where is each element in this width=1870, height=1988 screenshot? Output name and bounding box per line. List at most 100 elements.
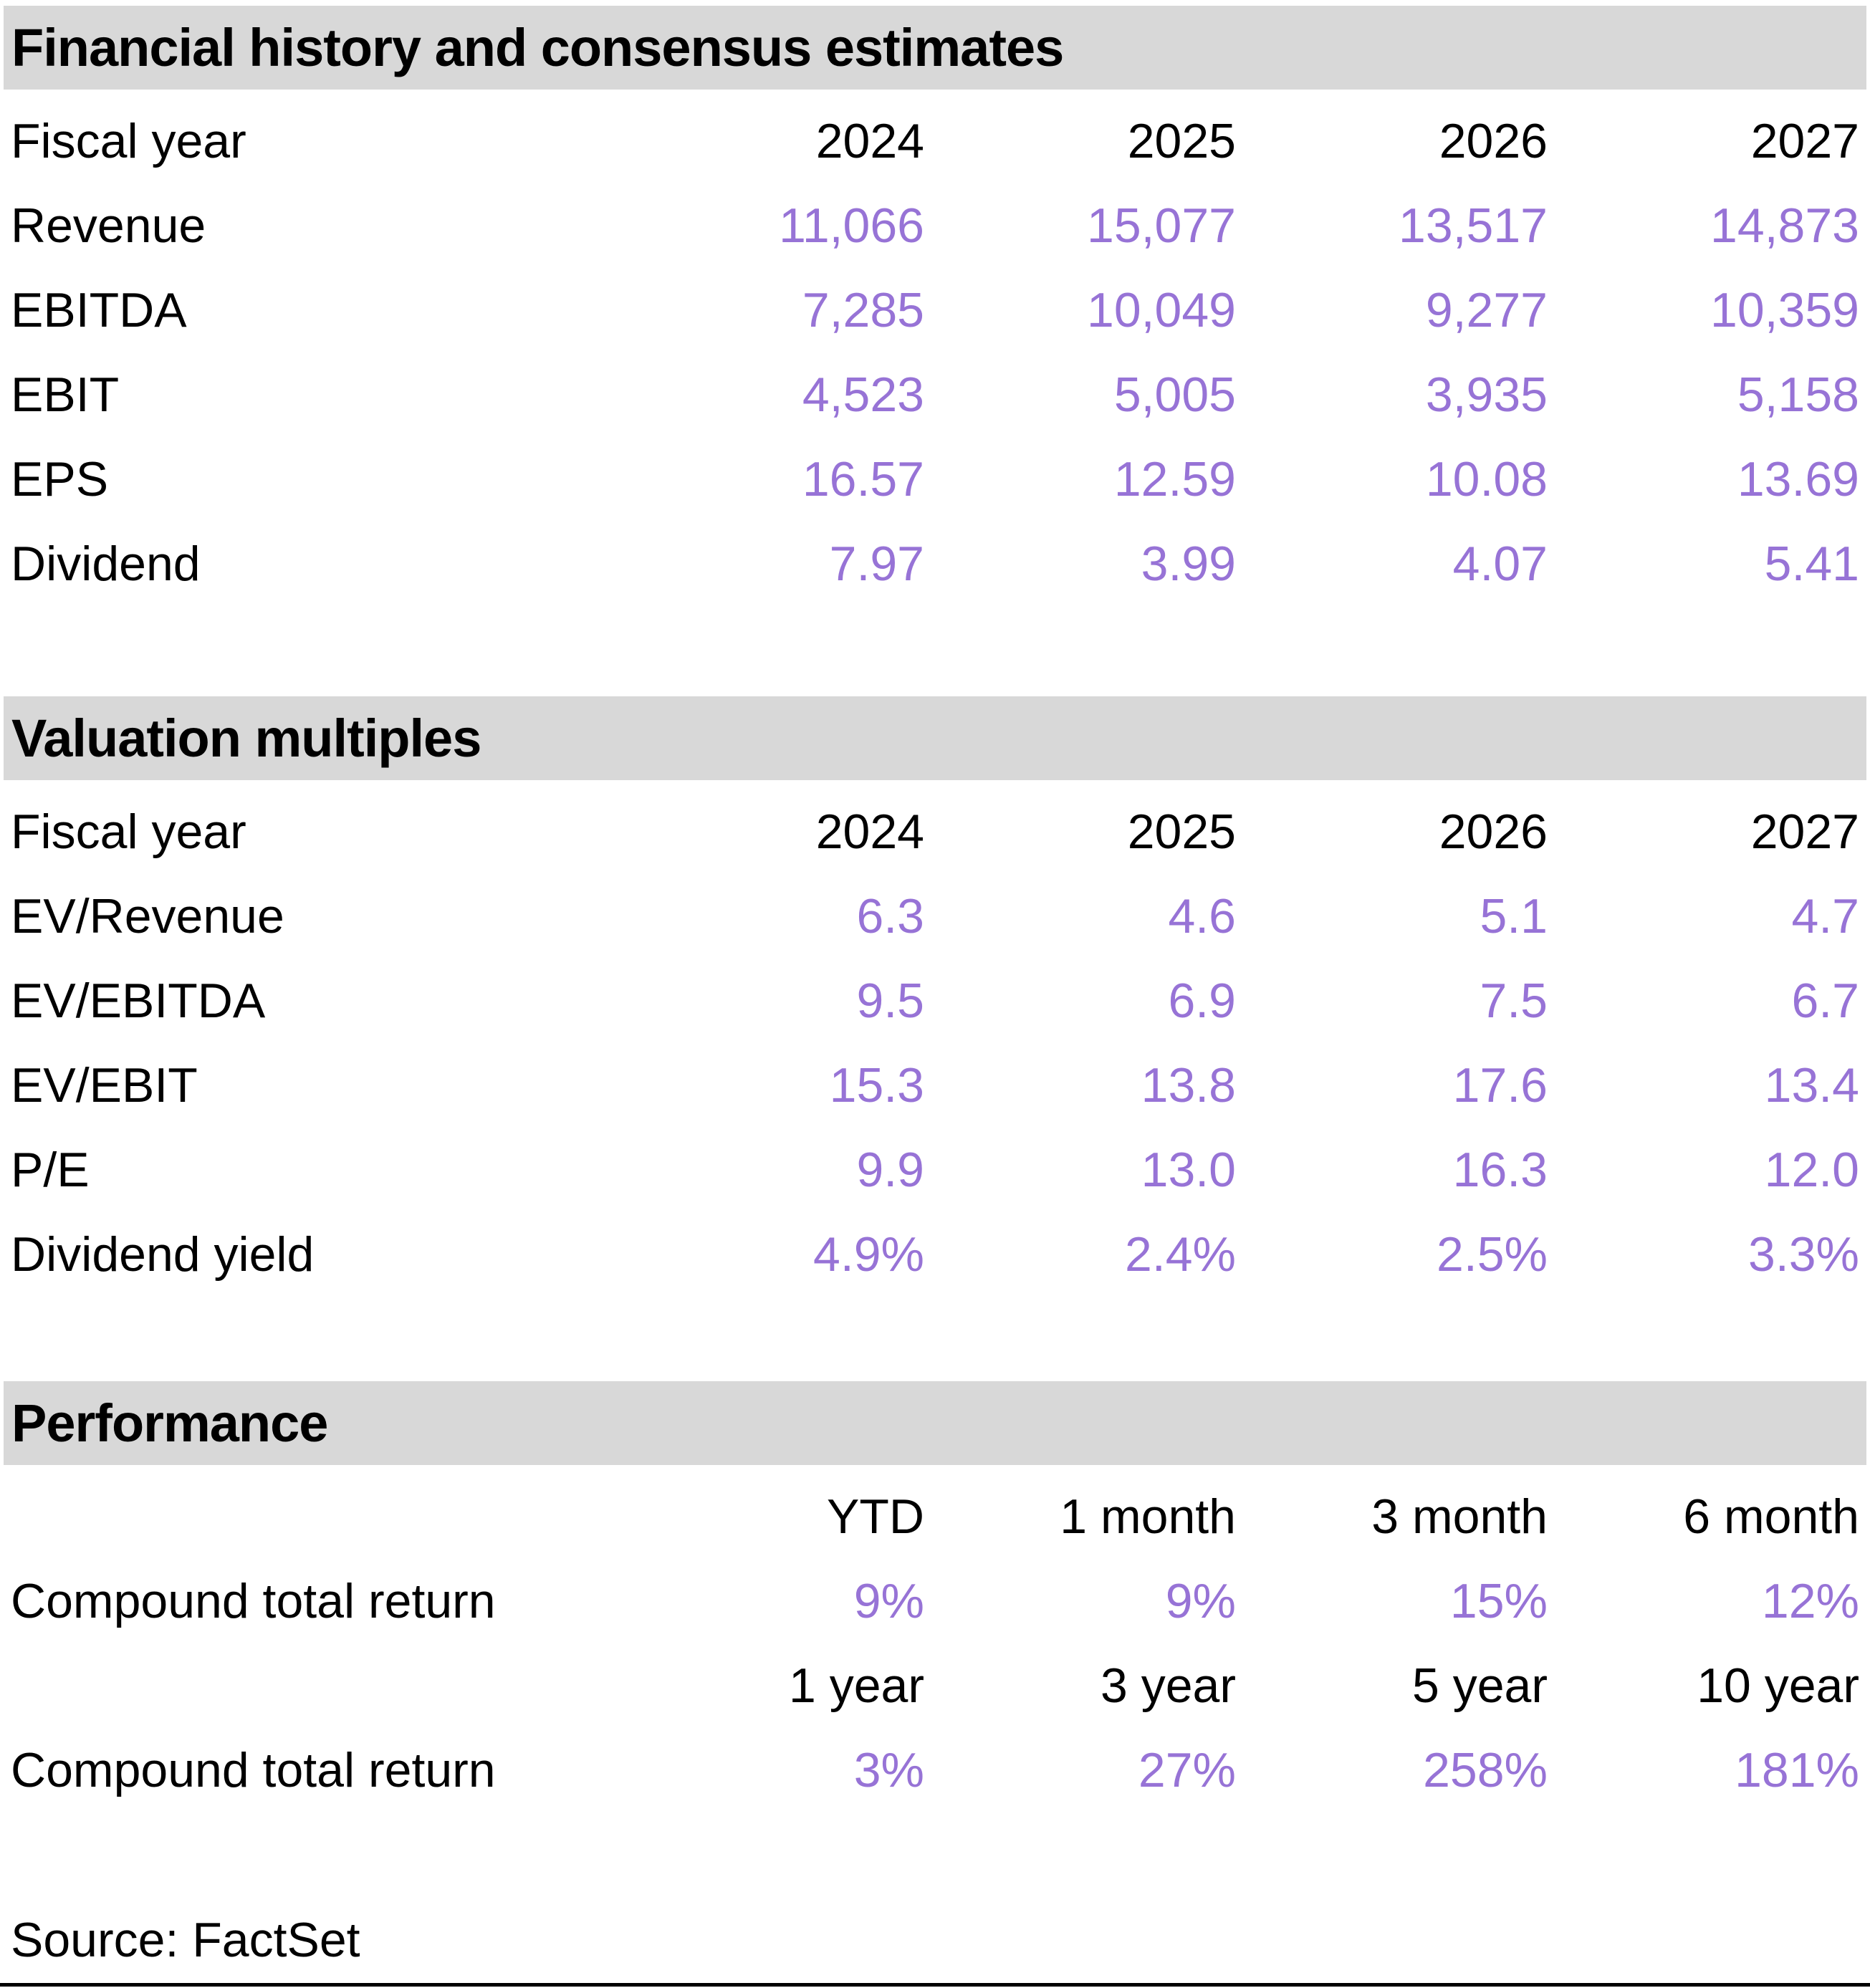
value-cell: 4.7 <box>1791 889 1859 943</box>
period-header-row-long: 1 year 3 year 5 year 10 year <box>0 1643 1870 1728</box>
section-header-bar: Valuation multiples <box>4 696 1866 780</box>
value-cell: 2.4% <box>1125 1227 1236 1282</box>
period-header-row-short: YTD 1 month 3 month 6 month <box>0 1474 1870 1559</box>
table-row-ev-ebit: EV/EBIT 15.3 13.8 17.6 13.4 <box>0 1043 1870 1128</box>
row-label: EPS <box>11 452 109 506</box>
value-cell: 12.0 <box>1764 1143 1859 1197</box>
table-row-ev-ebitda: EV/EBITDA 9.5 6.9 7.5 6.7 <box>0 959 1870 1043</box>
year-column-header: 2025 <box>1127 805 1236 859</box>
period-column-header: 3 year <box>1101 1658 1236 1713</box>
value-cell: 13.69 <box>1737 452 1859 506</box>
value-cell: 2.5% <box>1437 1227 1548 1282</box>
value-cell: 27% <box>1138 1743 1236 1797</box>
value-cell: 3% <box>853 1743 924 1797</box>
fiscal-year-header-row: Fiscal year 2024 2025 2026 2027 <box>0 99 1870 183</box>
period-column-header: 3 month <box>1371 1489 1548 1544</box>
year-column-header: 2026 <box>1439 114 1548 168</box>
row-label: Revenue <box>11 198 206 253</box>
value-cell: 9.5 <box>856 974 924 1028</box>
year-column-header: 2025 <box>1127 114 1236 168</box>
section-title: Valuation multiples <box>11 709 481 768</box>
period-column-header: YTD <box>827 1489 924 1544</box>
table-row-ebit: EBIT 4,523 5,005 3,935 5,158 <box>0 352 1870 437</box>
source-note: Source: FactSet <box>11 1913 360 1967</box>
row-label: EBIT <box>11 368 120 422</box>
value-cell: 3,935 <box>1425 368 1548 422</box>
value-cell: 258% <box>1423 1743 1548 1797</box>
row-label: EV/EBITDA <box>11 974 266 1028</box>
value-cell: 9.9 <box>856 1143 924 1197</box>
table-row-pe: P/E 9.9 13.0 16.3 12.0 <box>0 1128 1870 1212</box>
value-cell: 5,158 <box>1737 368 1859 422</box>
value-cell: 10,359 <box>1710 283 1859 337</box>
row-label: EV/EBIT <box>11 1058 198 1113</box>
value-cell: 5,005 <box>1113 368 1236 422</box>
section-title: Financial history and consensus estimate… <box>11 18 1064 77</box>
value-cell: 7,285 <box>802 283 924 337</box>
value-cell: 11,066 <box>779 198 924 253</box>
year-column-header: 2027 <box>1750 805 1859 859</box>
section-financial-history: Financial history and consensus estimate… <box>0 6 1870 606</box>
value-cell: 12% <box>1761 1574 1859 1628</box>
value-cell: 12.59 <box>1113 452 1236 506</box>
table-row-dividend-yield: Dividend yield 4.9% 2.4% 2.5% 3.3% <box>0 1212 1870 1297</box>
value-cell: 181% <box>1735 1743 1859 1797</box>
value-cell: 17.6 <box>1452 1058 1548 1113</box>
value-cell: 13.4 <box>1764 1058 1859 1113</box>
value-cell: 13.8 <box>1141 1058 1236 1113</box>
value-cell: 9% <box>1165 1574 1236 1628</box>
bottom-divider <box>0 1983 1870 1987</box>
value-cell: 3.99 <box>1141 537 1236 591</box>
year-column-header: 2027 <box>1750 114 1859 168</box>
value-cell: 13,517 <box>1399 198 1548 253</box>
value-cell: 13.0 <box>1141 1143 1236 1197</box>
section-performance: Performance YTD 1 month 3 month 6 month … <box>0 1381 1870 1812</box>
row-label: Dividend <box>11 537 201 591</box>
year-column-header: 2024 <box>815 114 924 168</box>
fiscal-year-header-label: Fiscal year <box>11 114 246 168</box>
table-row-eps: EPS 16.57 12.59 10.08 13.69 <box>0 437 1870 522</box>
period-column-header: 1 month <box>1060 1489 1236 1544</box>
value-cell: 6.9 <box>1168 974 1236 1028</box>
value-cell: 6.7 <box>1791 974 1859 1028</box>
year-column-header: 2026 <box>1439 805 1548 859</box>
table-row-revenue: Revenue 11,066 15,077 13,517 14,873 <box>0 183 1870 268</box>
row-label: P/E <box>11 1143 90 1197</box>
row-label: Dividend yield <box>11 1227 315 1282</box>
row-label: EV/Revenue <box>11 889 284 943</box>
value-cell: 15,077 <box>1087 198 1236 253</box>
section-title: Performance <box>11 1393 328 1453</box>
value-cell: 10,049 <box>1087 283 1236 337</box>
value-cell: 16.3 <box>1452 1143 1548 1197</box>
period-column-header: 6 month <box>1683 1489 1859 1544</box>
fiscal-year-header-row: Fiscal year 2024 2025 2026 2027 <box>0 789 1870 874</box>
value-cell: 14,873 <box>1710 198 1859 253</box>
value-cell: 5.41 <box>1764 537 1859 591</box>
value-cell: 15% <box>1449 1574 1548 1628</box>
fiscal-year-header-label: Fiscal year <box>11 805 246 859</box>
value-cell: 5.1 <box>1480 889 1548 943</box>
value-cell: 4,523 <box>802 368 924 422</box>
value-cell: 6.3 <box>856 889 924 943</box>
value-cell: 7.5 <box>1480 974 1548 1028</box>
table-row-compound-return-short: Compound total return 9% 9% 15% 12% <box>0 1559 1870 1643</box>
period-column-header: 5 year <box>1412 1658 1548 1713</box>
value-cell: 9,277 <box>1425 283 1548 337</box>
section-header-bar: Performance <box>4 1381 1866 1465</box>
table-row-compound-return-long: Compound total return 3% 27% 258% 181% <box>0 1728 1870 1812</box>
value-cell: 7.97 <box>829 537 924 591</box>
table-row-dividend: Dividend 7.97 3.99 4.07 5.41 <box>0 522 1870 606</box>
year-column-header: 2024 <box>815 805 924 859</box>
row-label: EBITDA <box>11 283 187 337</box>
row-label: Compound total return <box>11 1574 496 1628</box>
value-cell: 9% <box>853 1574 924 1628</box>
value-cell: 4.6 <box>1168 889 1236 943</box>
value-cell: 15.3 <box>829 1058 924 1113</box>
source-note-row: Source: FactSet <box>0 1898 1870 1982</box>
table-row-ev-revenue: EV/Revenue 6.3 4.6 5.1 4.7 <box>0 874 1870 959</box>
value-cell: 10.08 <box>1425 452 1548 506</box>
period-column-header: 1 year <box>789 1658 924 1713</box>
value-cell: 3.3% <box>1748 1227 1859 1282</box>
section-valuation-multiples: Valuation multiples Fiscal year 2024 202… <box>0 696 1870 1297</box>
